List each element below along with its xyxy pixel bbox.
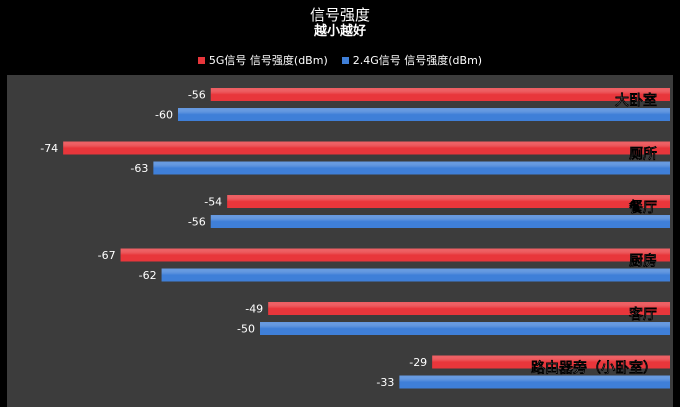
data-label-1-4: -50 — [237, 323, 255, 336]
data-label-0-5: -29 — [409, 356, 427, 369]
legend-item-5g: 5G信号 信号强度(dBm) — [197, 52, 328, 68]
bar-shine-1-4 — [260, 322, 670, 335]
bar-shine-1-3 — [161, 268, 670, 282]
title-block: 信号强度 越小越好 — [0, 6, 680, 40]
data-label-0-0: -56 — [188, 89, 206, 102]
bar-shine-0-5 — [432, 355, 670, 369]
category-label-0: 大卧室 — [615, 92, 657, 109]
category-label-1: 厕所 — [629, 146, 657, 163]
bar-shine-1-1 — [153, 161, 670, 175]
bar-shine-0-4 — [268, 302, 670, 315]
legend-swatch-24g — [341, 56, 349, 64]
data-label-0-3: -67 — [98, 249, 116, 262]
legend-label-24g: 2.4G信号 信号强度(dBm) — [352, 54, 483, 67]
chart-title: 信号强度 — [309, 6, 370, 24]
data-label-1-3: -62 — [139, 269, 157, 282]
category-label-5: 路由器旁（小卧室） — [531, 360, 657, 377]
data-label-1-2: -56 — [188, 216, 206, 229]
data-label-0-1: -74 — [40, 142, 58, 155]
plot-area — [7, 75, 673, 407]
data-label-1-0: -60 — [155, 109, 173, 122]
chart-subtitle: 越小越好 — [313, 24, 366, 39]
category-label-2: 餐厅 — [628, 199, 657, 216]
legend-swatch-5g — [197, 56, 205, 64]
category-label-3: 厨房 — [629, 253, 657, 270]
data-label-1-1: -63 — [130, 162, 148, 175]
bar-shine-0-3 — [120, 248, 671, 262]
bar-shine-1-5 — [399, 375, 670, 389]
legend-item-24g: 2.4G信号 信号强度(dBm) — [341, 52, 483, 68]
bar-shine-1-2 — [210, 215, 671, 228]
data-label-1-5: -33 — [376, 376, 394, 389]
category-label-4: 客厅 — [628, 306, 657, 323]
bar-shine-0-0 — [210, 88, 671, 101]
data-label-0-2: -54 — [204, 196, 222, 209]
legend-label-5g: 5G信号 信号强度(dBm) — [208, 54, 328, 67]
bar-shine-0-1 — [63, 141, 670, 155]
legend: 5G信号 信号强度(dBm) 2.4G信号 信号强度(dBm) — [0, 52, 680, 68]
bar-shine-0-2 — [227, 195, 670, 208]
bar-shine-1-0 — [178, 108, 670, 121]
data-label-0-4: -49 — [245, 303, 263, 316]
